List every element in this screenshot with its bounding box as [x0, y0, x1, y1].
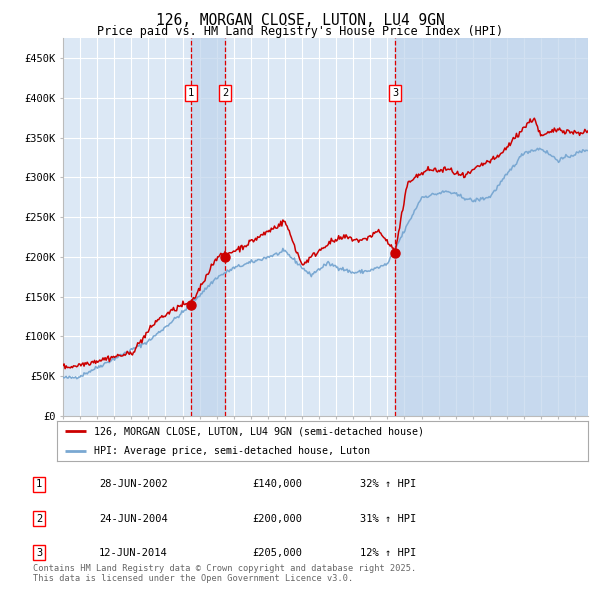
Text: 28-JUN-2002: 28-JUN-2002: [99, 480, 168, 489]
Text: 2: 2: [222, 88, 228, 98]
Text: 12% ↑ HPI: 12% ↑ HPI: [360, 548, 416, 558]
Text: 3: 3: [392, 88, 398, 98]
Text: £205,000: £205,000: [252, 548, 302, 558]
Text: 32% ↑ HPI: 32% ↑ HPI: [360, 480, 416, 489]
Text: £140,000: £140,000: [252, 480, 302, 489]
Bar: [395, 38, 588, 416]
Text: 24-JUN-2004: 24-JUN-2004: [99, 514, 168, 523]
Text: 3: 3: [36, 548, 42, 558]
Text: 1: 1: [36, 480, 42, 489]
Text: 1: 1: [188, 88, 194, 98]
Text: Price paid vs. HM Land Registry's House Price Index (HPI): Price paid vs. HM Land Registry's House …: [97, 25, 503, 38]
Text: 126, MORGAN CLOSE, LUTON, LU4 9GN (semi-detached house): 126, MORGAN CLOSE, LUTON, LU4 9GN (semi-…: [94, 427, 424, 436]
Text: HPI: Average price, semi-detached house, Luton: HPI: Average price, semi-detached house,…: [94, 447, 370, 456]
Text: 2: 2: [36, 514, 42, 523]
Text: 126, MORGAN CLOSE, LUTON, LU4 9GN: 126, MORGAN CLOSE, LUTON, LU4 9GN: [155, 13, 445, 28]
Text: 31% ↑ HPI: 31% ↑ HPI: [360, 514, 416, 523]
Text: £200,000: £200,000: [252, 514, 302, 523]
Text: 12-JUN-2014: 12-JUN-2014: [99, 548, 168, 558]
Text: Contains HM Land Registry data © Crown copyright and database right 2025.
This d: Contains HM Land Registry data © Crown c…: [33, 563, 416, 583]
Bar: [191, 38, 225, 416]
